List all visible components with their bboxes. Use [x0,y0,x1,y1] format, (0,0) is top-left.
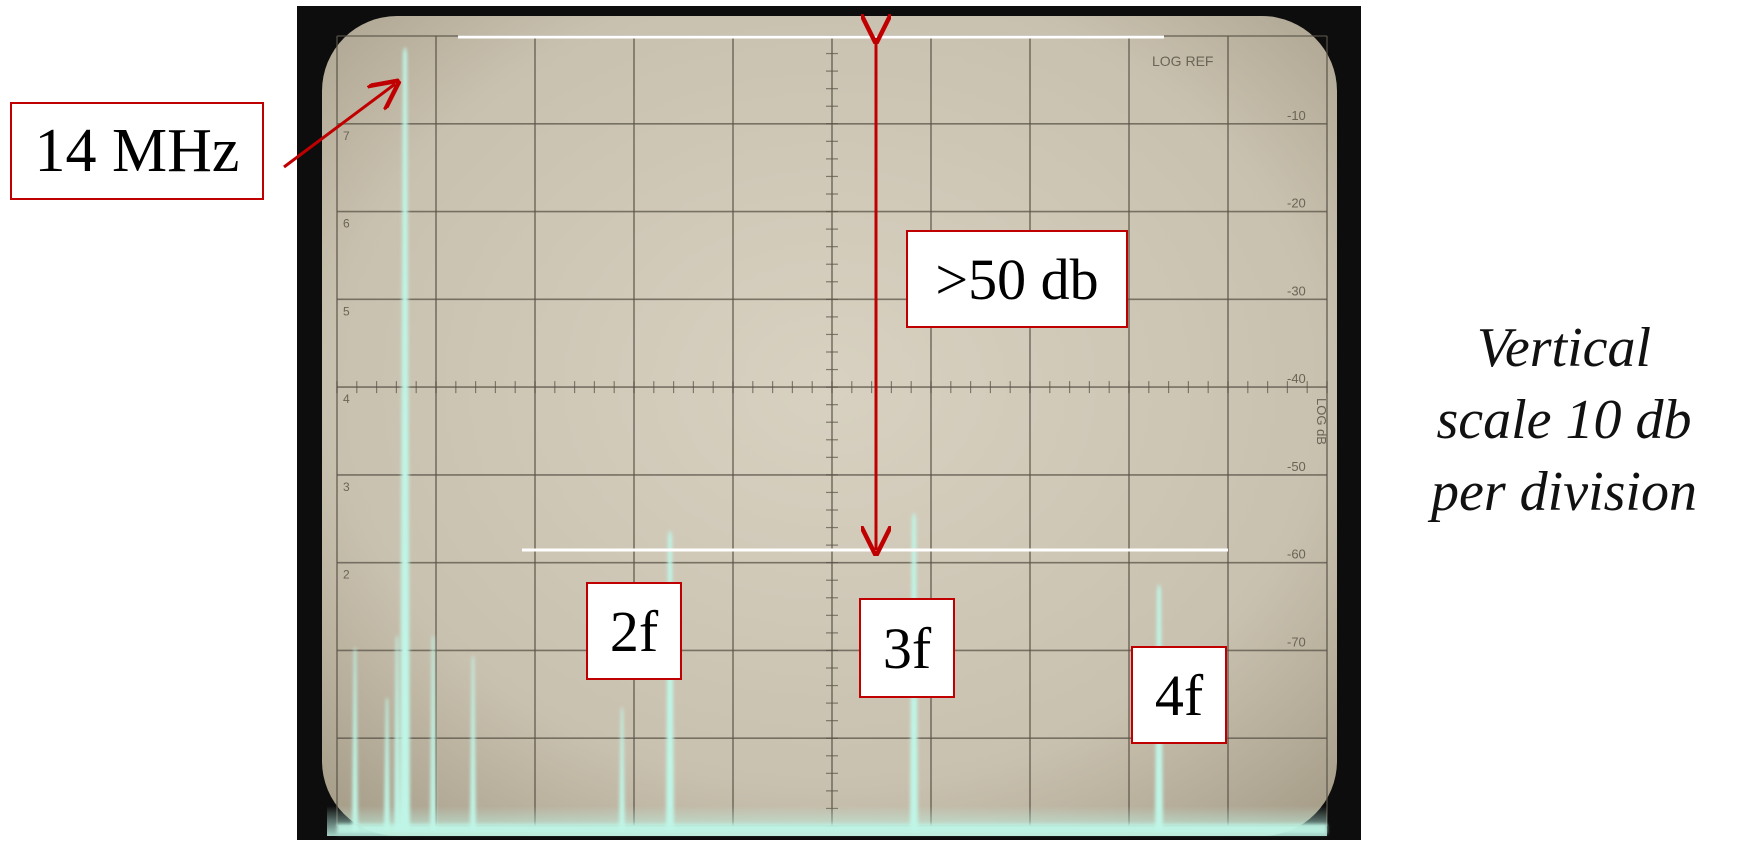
db-scale-label: -20 [1287,196,1306,211]
db-scale-labels: -10 -20 -30 -40 -50 -60 -70 [1287,108,1306,650]
note-line-3: per division [1431,461,1697,523]
fundamental-callout: 14 MHz [10,102,264,200]
spur-peak [470,655,476,832]
division-label: 6 [343,217,350,231]
db-scale-label: -10 [1287,108,1306,123]
db-scale-label: -50 [1287,459,1306,474]
vertical-scale-note: Vertical scale 10 db per division [1388,312,1740,528]
division-label: 2 [343,568,350,582]
division-label: 7 [343,129,350,143]
spur-peak [394,635,400,832]
harmonic-4f-callout: 4f [1131,646,1227,744]
spectrum-peak [400,47,410,832]
spur-peak [619,707,625,832]
division-number-labels: 7 6 5 4 3 2 [343,129,350,582]
log-ref-label: LOG REF [1152,53,1213,69]
division-label: 3 [343,480,350,494]
note-line-1: Vertical [1476,317,1652,379]
db-scale-label: -30 [1287,283,1306,298]
harmonic-2f-callout: 2f [586,582,682,680]
log-db-side-label: LOG dB [1314,398,1329,445]
range-callout: >50 db [906,230,1128,328]
harmonic-3f-callout: 3f [859,598,955,698]
division-label: 5 [343,304,350,318]
noise-floor [337,824,1327,834]
fundamental-arrow [283,84,395,169]
spur-peak [384,697,390,832]
db-scale-label: -60 [1287,547,1306,562]
note-line-2: scale 10 db [1436,389,1692,451]
crt-face [322,16,1337,836]
spur-peak [430,635,436,832]
spur-peak [352,647,358,832]
db-scale-label: -40 [1287,371,1306,386]
graticule-minor-ticks [336,35,1328,827]
spectrum-analyzer-display: LOG REF -10 -20 -30 -40 -50 -60 -70 7 6 5 4 3 2 LOG… [297,6,1361,840]
division-label: 4 [343,392,350,406]
db-scale-label: -70 [1287,634,1306,649]
